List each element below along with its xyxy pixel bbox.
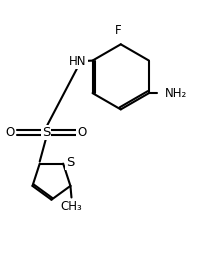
Text: NH₂: NH₂	[165, 87, 187, 100]
Text: HN: HN	[69, 55, 87, 68]
Text: F: F	[115, 24, 122, 37]
Text: CH₃: CH₃	[61, 200, 82, 213]
Text: S: S	[66, 156, 75, 169]
Text: O: O	[77, 126, 87, 139]
Text: O: O	[6, 126, 15, 139]
Text: S: S	[42, 126, 50, 139]
